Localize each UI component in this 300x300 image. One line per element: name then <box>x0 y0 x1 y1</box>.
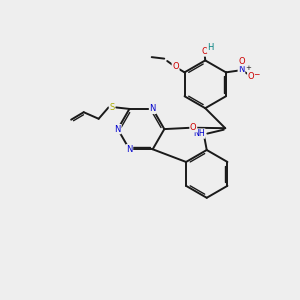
Text: N: N <box>149 104 156 113</box>
Text: −: − <box>253 70 260 80</box>
Text: S: S <box>110 103 115 112</box>
Text: +: + <box>245 64 251 70</box>
Text: O: O <box>248 72 254 81</box>
Text: O: O <box>172 62 179 71</box>
Text: O: O <box>190 123 196 132</box>
Text: O: O <box>238 56 245 65</box>
Text: H: H <box>207 44 214 52</box>
Text: N: N <box>115 124 121 134</box>
Text: N: N <box>126 145 133 154</box>
Text: N: N <box>238 65 244 74</box>
Text: O: O <box>201 47 208 56</box>
Text: NH: NH <box>193 129 205 138</box>
